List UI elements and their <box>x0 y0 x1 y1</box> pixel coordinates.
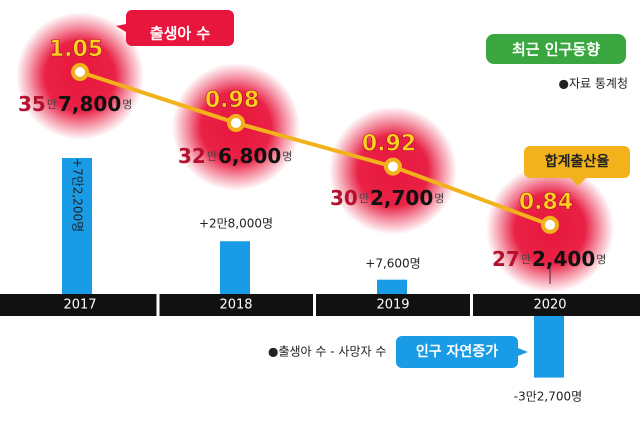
natural-increase-label: +7,600명 <box>365 257 420 271</box>
x-tick-label: 2019 <box>376 298 409 313</box>
natural-callout: 인구 자연증가 <box>396 336 528 368</box>
tfr-value-label: 0.98 <box>205 88 259 113</box>
tfr-value-label: 1.05 <box>49 37 103 62</box>
natural-label: 인구 자연증가 <box>416 343 498 360</box>
births-value-label: 27만2,400명 <box>492 247 606 271</box>
natural-increase-bar <box>377 279 407 294</box>
natural-increase-bar <box>62 158 92 294</box>
x-tick-label: 2020 <box>533 298 566 313</box>
x-axis: 2017 2018 2019 2020 <box>0 266 640 316</box>
tfr-point <box>384 157 402 176</box>
tfr-point <box>71 63 89 81</box>
x-tick-label: 2017 <box>63 298 96 313</box>
tfr-value-label: 0.92 <box>362 132 416 157</box>
natural-increase-bar <box>534 316 564 378</box>
tfr-value-label: 0.84 <box>519 190 573 215</box>
x-tick-label: 2018 <box>219 298 252 313</box>
natural-increase-label: -3만2,700명 <box>514 390 582 404</box>
births-callout: 출생아 수 <box>116 10 234 46</box>
tfr-label: 합계출산율 <box>545 153 610 170</box>
tfr-point <box>541 215 559 234</box>
natural-increase-label: +7만2,200명 <box>71 158 85 232</box>
births-value-label: 32만6,800명 <box>178 144 292 168</box>
natural-increase-label: +2만8,000명 <box>199 217 273 231</box>
chart-title: 최근 인구동향 <box>512 41 600 59</box>
source-note: ●자료 통계청 <box>559 77 629 91</box>
tfr-callout: 합계출산율 <box>524 146 630 186</box>
births-label: 출생아 수 <box>150 25 211 43</box>
births-value-label: 30만2,700명 <box>330 186 444 210</box>
title-box: 최근 인구동향 <box>486 34 626 64</box>
tfr-line <box>79 70 551 227</box>
axis-strip <box>0 294 640 316</box>
births-value-label: 35만7,800명 <box>18 92 132 116</box>
natural-caption: ●출생아 수 - 사망자 수 <box>268 345 386 359</box>
tfr-point <box>227 113 245 132</box>
natural-increase-bar <box>220 241 250 294</box>
